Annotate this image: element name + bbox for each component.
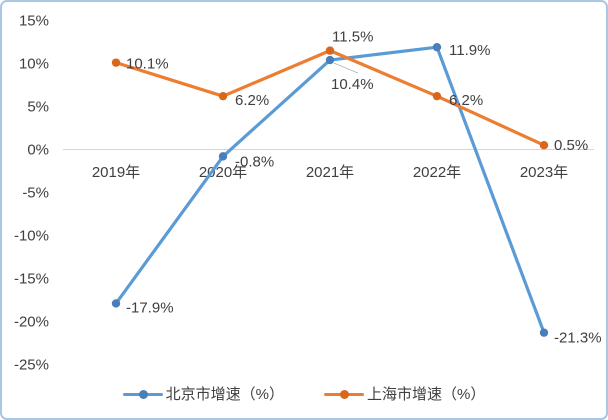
- chart-legend: 北京市增速（%） 上海市增速（%）: [2, 383, 606, 404]
- data-label: -17.9%: [126, 299, 174, 316]
- data-point-marker[interactable]: [111, 58, 121, 67]
- data-point-marker[interactable]: [325, 55, 335, 65]
- data-label: -0.8%: [235, 153, 274, 170]
- data-point-marker[interactable]: [218, 91, 228, 101]
- legend-item-beijing[interactable]: 北京市增速（%）: [122, 383, 284, 404]
- data-point-marker[interactable]: [218, 152, 228, 161]
- legend-label-beijing: 北京市增速（%）: [165, 386, 284, 403]
- label-leader-line: [333, 62, 359, 74]
- y-axis-tick-label: 5%: [27, 99, 49, 116]
- data-label: 11.5%: [332, 29, 373, 46]
- data-label: 6.2%: [449, 92, 483, 109]
- shanghai-series-marker-icon: [324, 388, 364, 400]
- y-axis-tick-label: -15%: [14, 271, 49, 288]
- x-axis-tick-label: 2023年: [520, 164, 568, 181]
- y-axis-tick-label: -5%: [22, 185, 49, 202]
- x-axis-tick-label: 2020年: [199, 164, 247, 181]
- y-axis-tick-label: -10%: [14, 228, 49, 245]
- data-point-marker[interactable]: [111, 299, 121, 308]
- y-axis-tick-label: 10%: [19, 56, 49, 73]
- x-axis-tick-label: 2019年: [92, 164, 140, 181]
- y-axis-tick-label: -20%: [14, 314, 49, 331]
- y-axis-tick-label: -25%: [14, 357, 49, 374]
- legend-item-shanghai[interactable]: 上海市增速（%）: [324, 383, 485, 404]
- x-axis-tick-label: 2022年: [413, 164, 461, 181]
- y-axis-tick-label: 15%: [19, 13, 49, 30]
- series-line-0: [114, 45, 546, 335]
- data-label: 10.4%: [331, 76, 374, 93]
- data-label: -21.3%: [554, 330, 602, 347]
- x-axis-tick-label: 2021年: [306, 164, 354, 181]
- data-point-marker[interactable]: [432, 91, 442, 101]
- data-point-marker[interactable]: [539, 328, 549, 337]
- beijing-series-marker-icon: [122, 388, 163, 400]
- data-label: 11.9%: [449, 42, 490, 59]
- y-axis-tick-label: 0%: [27, 142, 49, 159]
- data-point-marker[interactable]: [539, 141, 549, 150]
- data-point-marker[interactable]: [432, 42, 442, 52]
- legend-label-shanghai: 上海市增速（%）: [367, 386, 486, 403]
- data-label: 0.5%: [554, 137, 588, 154]
- data-label: 6.2%: [235, 92, 269, 109]
- data-point-marker[interactable]: [325, 46, 335, 55]
- data-label: 10.1%: [126, 56, 169, 73]
